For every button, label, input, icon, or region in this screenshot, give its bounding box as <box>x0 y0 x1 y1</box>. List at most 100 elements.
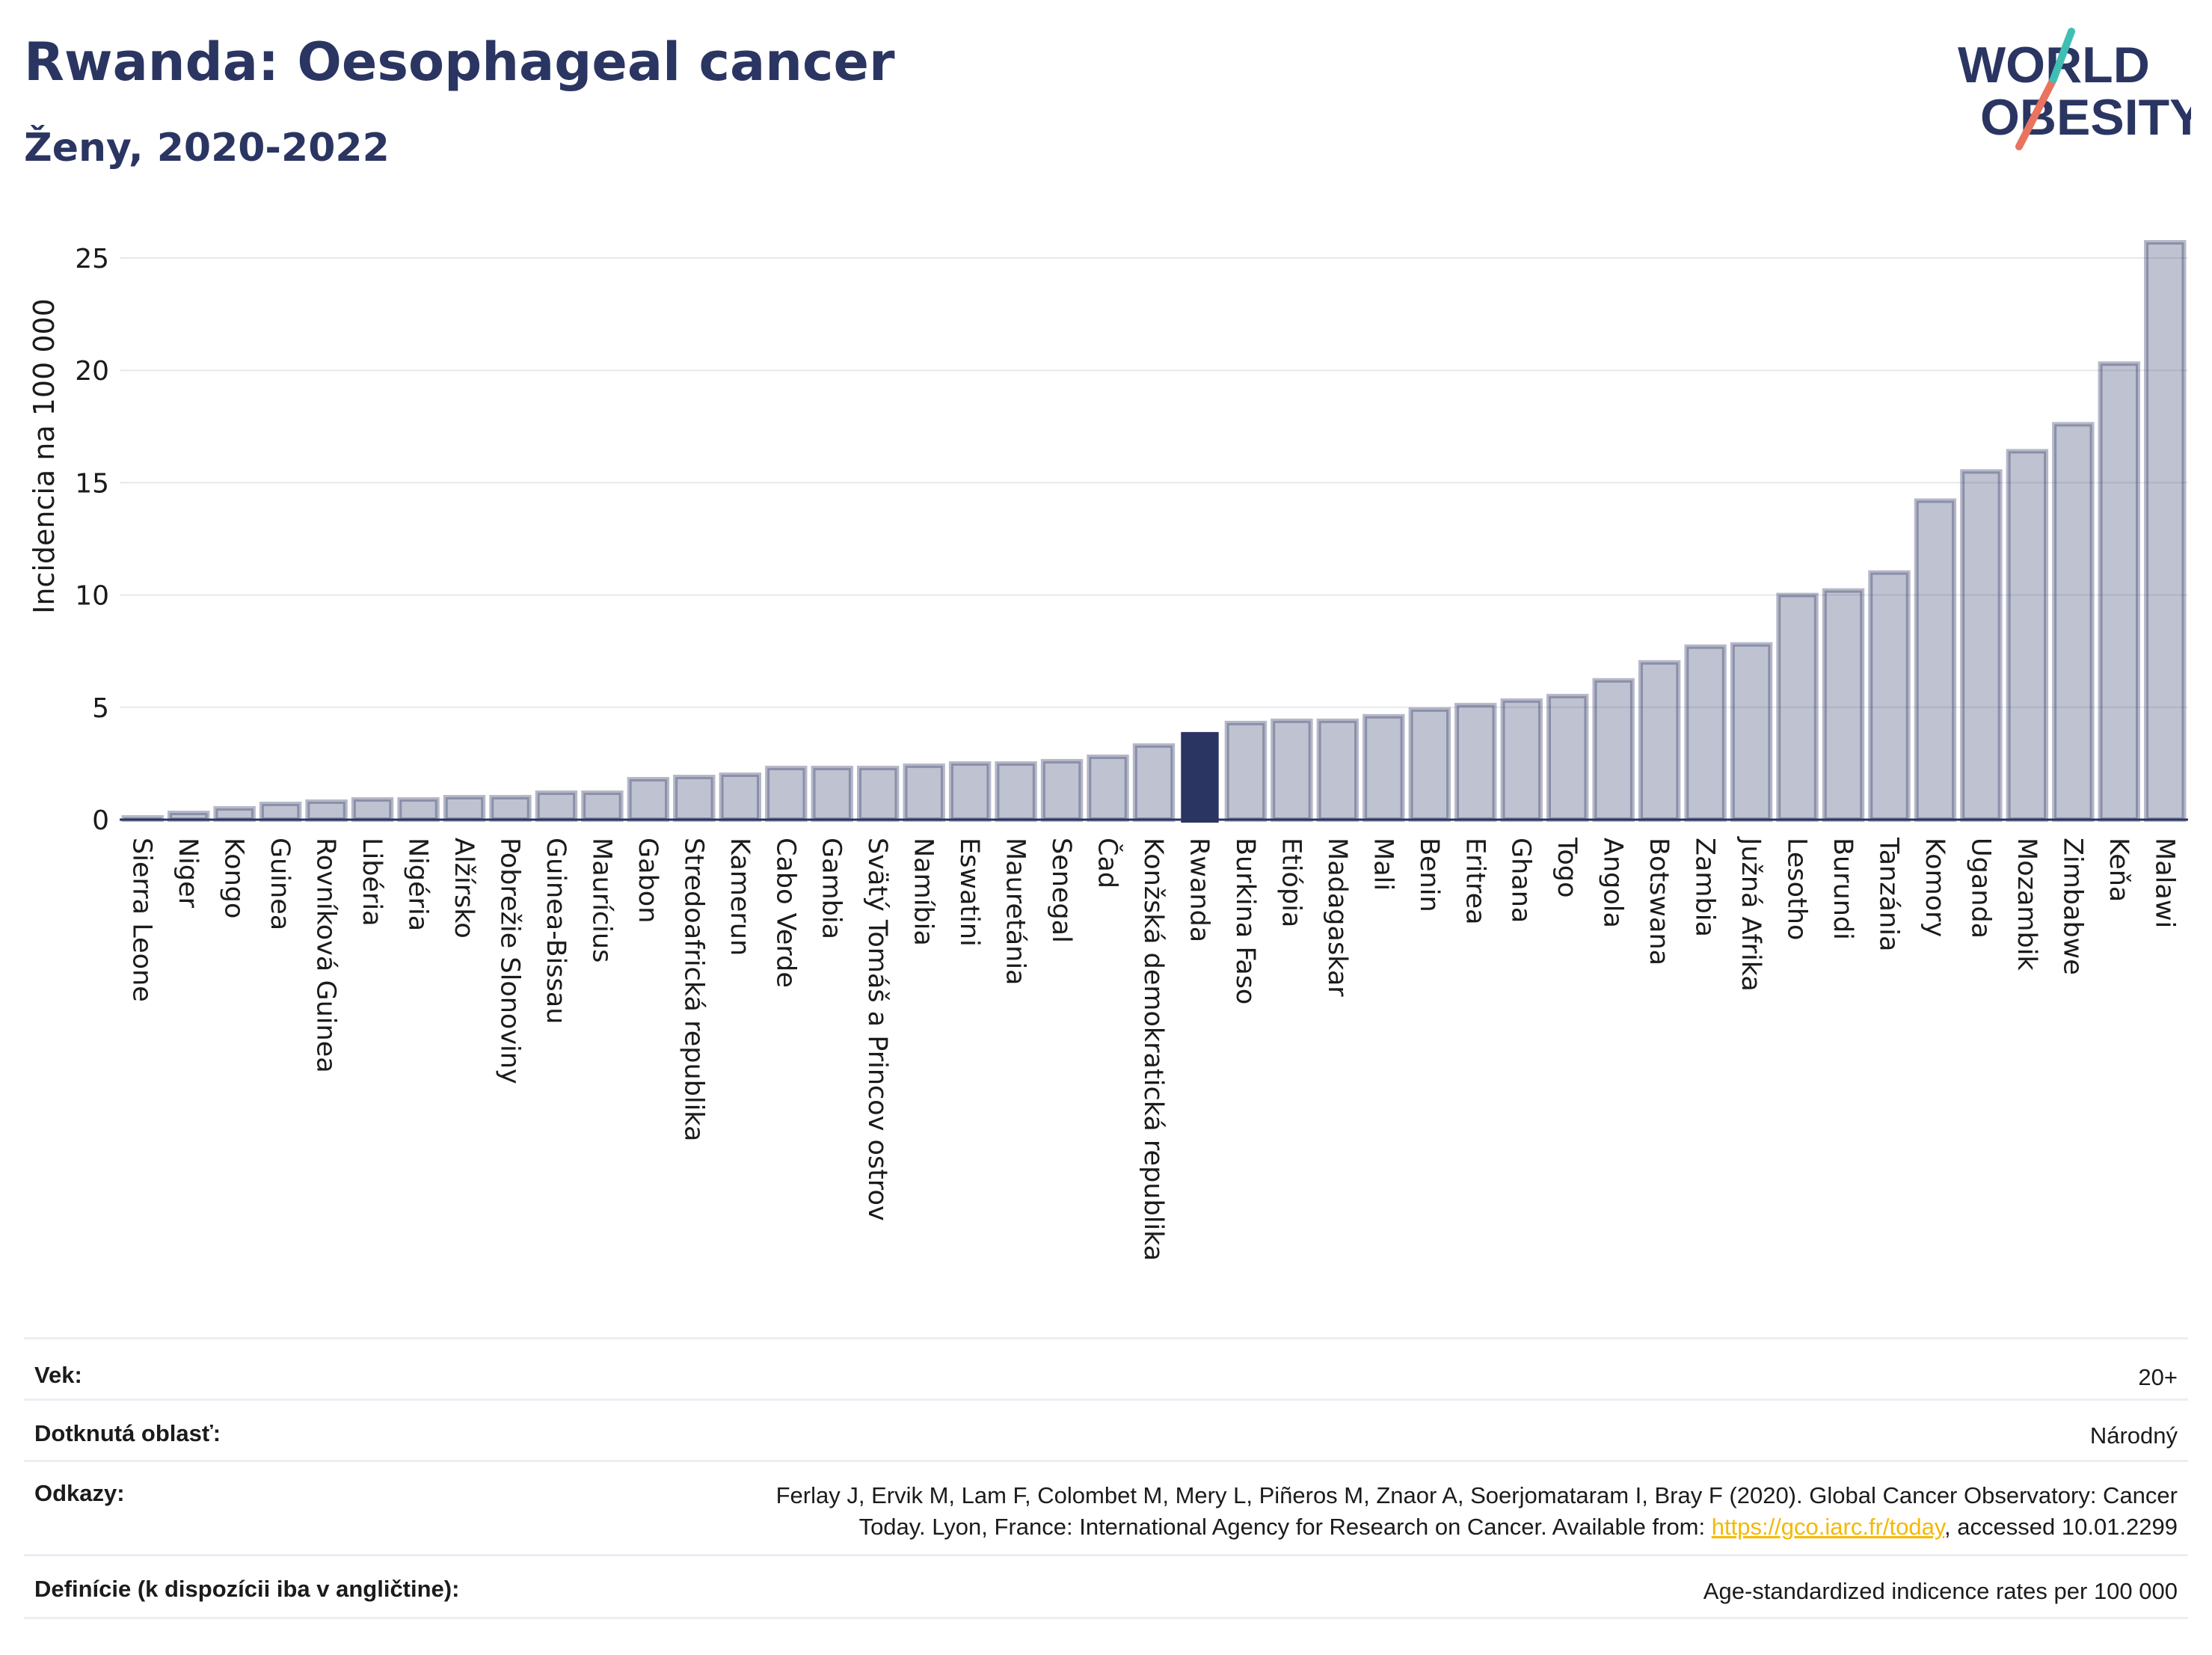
meta-value-age: 20+ <box>2138 1364 2178 1390</box>
bar-kamerun <box>719 772 762 823</box>
x-tick-label: Guinea-Bissau <box>541 838 571 1024</box>
x-tick-label: Svätý Tomáš a Princov ostrov <box>862 838 892 1221</box>
x-tick-label: Etiópia <box>1276 838 1306 927</box>
reference-link[interactable]: https://gco.iarc.fr/today <box>1711 1513 1945 1540</box>
x-tick-label: Rovníková Guinea <box>311 838 341 1073</box>
x-tick-label: Burkina Faso <box>1230 838 1260 1004</box>
x-tick-label: Stredoafrická republika <box>678 838 708 1141</box>
bar-ghana <box>1500 698 1543 822</box>
bar-konžská-demokratická-republika <box>1132 743 1176 823</box>
x-tick-label: Botswana <box>1644 838 1674 965</box>
x-tick-label: Sierra Leone <box>127 838 157 1002</box>
x-tick-label: Kongo <box>219 838 249 918</box>
x-tick-label: Eritrea <box>1460 838 1490 925</box>
x-tick-label: Uganda <box>1965 838 1995 939</box>
x-tick-label: Zimbabwe <box>2057 838 2087 975</box>
y-tick-label: 0 <box>92 805 109 836</box>
x-tick-label: Pobrežie Slonoviny <box>494 838 524 1084</box>
x-tick-label: Malawi <box>2149 838 2179 928</box>
bar-chart: 0 5 10 15 20 25 Sierra Leone Niger Kongo Guinea R… <box>28 240 2188 1261</box>
x-tick-label: Južná Afrika <box>1736 836 1766 992</box>
x-tick-label: Alžírsko <box>449 838 479 939</box>
x-tick-label: Madagaskar <box>1322 838 1352 997</box>
bar-keňa <box>2098 361 2141 822</box>
meta-label-area: Dotknutá oblasť: <box>34 1420 221 1446</box>
bar-mauretánia <box>995 761 1037 822</box>
reference-line1: Ferlay J, Ervik M, Lam F, Colombet M, Me… <box>775 1482 2178 1508</box>
bar-mali <box>1362 713 1405 822</box>
meta-label-references: Odkazy: <box>34 1480 125 1506</box>
bar-uganda <box>1960 469 2003 822</box>
y-tick-label: 5 <box>92 693 109 724</box>
meta-bottom-border <box>24 1617 2188 1619</box>
x-tick-label: Lesotho <box>1782 838 1812 940</box>
bar-maurícius <box>581 790 624 822</box>
y-tick-label: 25 <box>75 244 109 274</box>
bar-senegal <box>1040 758 1084 823</box>
x-tick-label: Gambia <box>817 838 847 939</box>
x-tick-label: Nigéria <box>403 838 433 931</box>
meta-label-definitions: Definície (k dispozícii iba v angličtine… <box>34 1576 460 1602</box>
x-tick-label: Libéria <box>357 838 387 927</box>
bar-južná-afrika <box>1730 642 1773 823</box>
x-tick-label: Maurícius <box>586 838 616 962</box>
x-tick-label: Čad <box>1093 838 1124 888</box>
bar-gambia <box>811 765 853 822</box>
y-tick-labels: 0 5 10 15 20 25 <box>75 244 109 836</box>
meta-row-definitions: Definície (k dispozícii iba v angličtine… <box>24 1554 2188 1636</box>
meta-row-age: Vek: 20+ <box>24 1337 2188 1422</box>
x-tick-label: Tanzánia <box>1873 837 1903 951</box>
bar-rovníková-guinea <box>305 799 348 823</box>
bar-kongo <box>213 805 256 822</box>
x-tick-label: Benin <box>1414 838 1444 912</box>
bar-zambia <box>1684 644 1727 822</box>
chart-subtitle: Ženy, 2020-2022 <box>24 126 390 171</box>
x-tick-label: Ghana <box>1506 838 1536 923</box>
x-tick-label: Mauretánia <box>1001 838 1030 986</box>
bars <box>121 240 2187 823</box>
bar-tanzánia <box>1868 570 1911 822</box>
bar-rwanda <box>1181 731 1219 823</box>
meta-row-area: Dotknutá oblasť: Národný <box>24 1398 2188 1480</box>
x-tick-label: Keňa <box>2104 838 2133 902</box>
chart-title: Rwanda: Oesophageal cancer <box>24 31 895 93</box>
x-tick-label: Senegal <box>1046 838 1076 943</box>
x-tick-label: Mozambik <box>2012 838 2042 971</box>
bar-namíbia <box>903 763 945 822</box>
y-axis-label: Incidencia na 100 000 <box>28 298 61 614</box>
bar-cabo-verde <box>765 765 808 822</box>
x-tick-labels: Sierra Leone Niger Kongo Guinea Rovníková Gu… <box>127 836 2180 1261</box>
bar-guinea <box>259 801 302 823</box>
bar-lesotho <box>1776 592 1819 822</box>
x-tick-label: Mali <box>1368 838 1398 891</box>
bar-alžírsko <box>443 794 486 823</box>
bar-pobrežie-slonoviny <box>489 794 532 823</box>
bar-guinea-bissau <box>535 790 578 822</box>
meta-label-age: Vek: <box>34 1362 82 1388</box>
bar-togo <box>1546 693 1589 823</box>
bar-malawi <box>2144 240 2187 822</box>
y-tick-label: 10 <box>75 581 109 612</box>
x-tick-label: Komory <box>1920 838 1950 937</box>
bar-burkina-faso <box>1224 720 1268 822</box>
logo-line2: OBESITY <box>1980 89 2191 146</box>
x-tick-label: Eswatini <box>954 838 984 947</box>
bar-čad <box>1087 754 1129 823</box>
bar-nigéria <box>397 796 440 823</box>
bar-mozambik <box>2006 449 2049 822</box>
x-tick-label: Togo <box>1552 837 1582 897</box>
bar-eritrea <box>1454 702 1497 823</box>
meta-value-references: Ferlay J, Ervik M, Lam F, Colombet M, Me… <box>776 1480 2188 1543</box>
world-obesity-logo: WORLD OBESITY <box>1958 28 2191 150</box>
meta-value-area: Národný <box>2089 1422 2178 1449</box>
x-tick-label: Rwanda <box>1184 838 1214 942</box>
bar-stredoafrická-republika <box>673 774 716 823</box>
x-tick-label: Kamerun <box>725 838 755 956</box>
x-tick-label: Gabon <box>633 838 663 923</box>
bar-eswatini <box>948 761 992 822</box>
reference-line2-after: , accessed 10.01.2299 <box>1944 1513 2178 1540</box>
x-tick-label: Namíbia <box>909 838 938 946</box>
bar-benin <box>1408 707 1451 823</box>
meta-value-definitions: Age-standardized indicence rates per 100… <box>1703 1578 2178 1604</box>
x-tick-label: Angola <box>1598 838 1628 928</box>
